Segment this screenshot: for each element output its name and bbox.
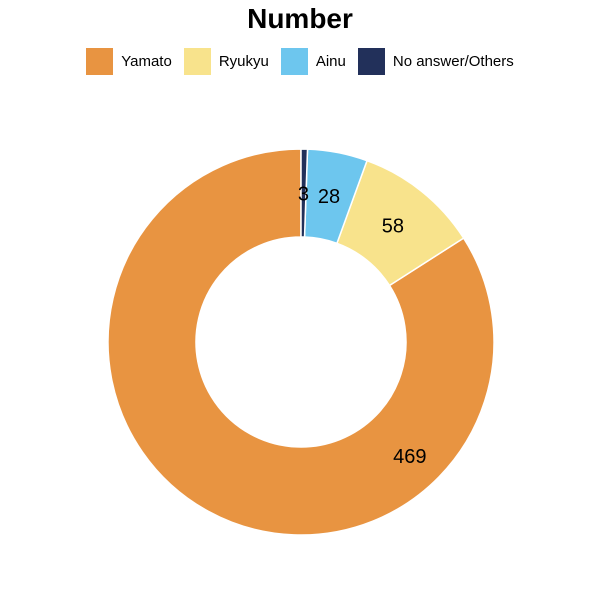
legend: Yamato Ryukyu Ainu No answer/Others [0, 48, 600, 75]
legend-item-yamato: Yamato [86, 48, 172, 75]
legend-item-ainu: Ainu [280, 48, 346, 75]
legend-swatch-ainu [280, 48, 308, 75]
legend-label-yamato: Yamato [121, 53, 172, 70]
legend-swatch-yamato [86, 48, 114, 75]
legend-swatch-ryukyu [183, 48, 211, 75]
value-label-ainu: 28 [318, 186, 340, 208]
value-label-yamato: 469 [393, 446, 426, 468]
donut-labels: 469 58 28 3 [298, 183, 427, 468]
value-label-no-answer-others: 3 [298, 183, 309, 205]
chart-title: Number [247, 3, 353, 34]
legend-label-no-answer-others: No answer/Others [392, 53, 514, 70]
slice-yamato [107, 148, 495, 536]
legend-item-ryukyu: Ryukyu [183, 48, 269, 75]
legend-swatch-no-answer-others [357, 48, 385, 75]
legend-item-no-answer-others: No answer/Others [357, 48, 514, 75]
value-label-ryukyu: 58 [382, 216, 404, 238]
donut-slices [107, 148, 495, 536]
legend-label-ainu: Ainu [315, 53, 346, 70]
legend-label-ryukyu: Ryukyu [218, 53, 269, 70]
slice-no-answer-others [300, 148, 309, 238]
